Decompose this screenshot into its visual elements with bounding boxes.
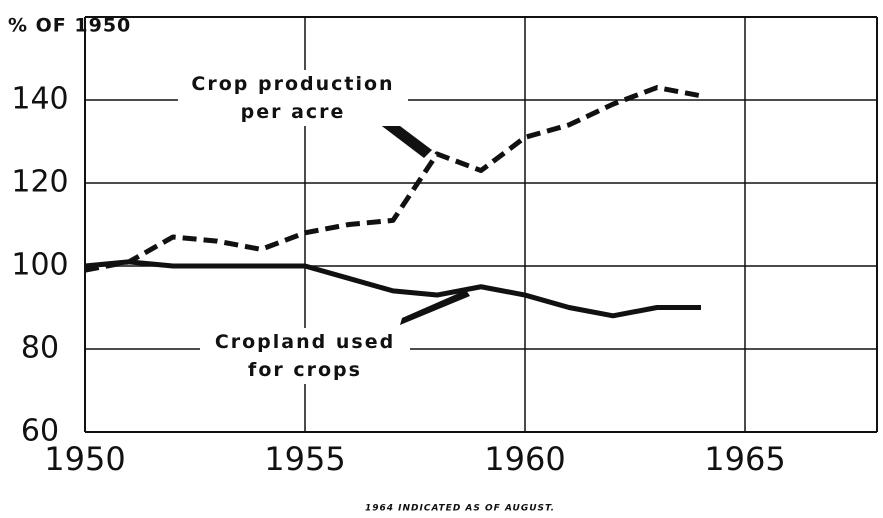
x-tick-label: 1950 — [44, 440, 125, 478]
series-label: Cropland used for crops — [200, 328, 410, 384]
x-tick-label: 1955 — [264, 440, 345, 478]
y-tick-label: 80 — [21, 331, 59, 366]
y-tick-label: 100 — [11, 248, 68, 283]
y-tick-label: 120 — [11, 165, 68, 200]
x-tick-label: 1965 — [704, 440, 785, 478]
data-line — [84, 85, 702, 273]
y-tick-label: 140 — [11, 82, 68, 117]
data-line — [84, 259, 701, 319]
pointer — [400, 290, 470, 325]
x-tick-label: 1960 — [484, 440, 565, 478]
y-axis-label: % OF 1950 — [8, 15, 131, 37]
series-label: Crop production per acre — [178, 70, 408, 126]
footnote: 1964 INDICATED AS OF AUGUST. — [365, 504, 555, 514]
y-tick-label: 60 — [21, 414, 59, 449]
